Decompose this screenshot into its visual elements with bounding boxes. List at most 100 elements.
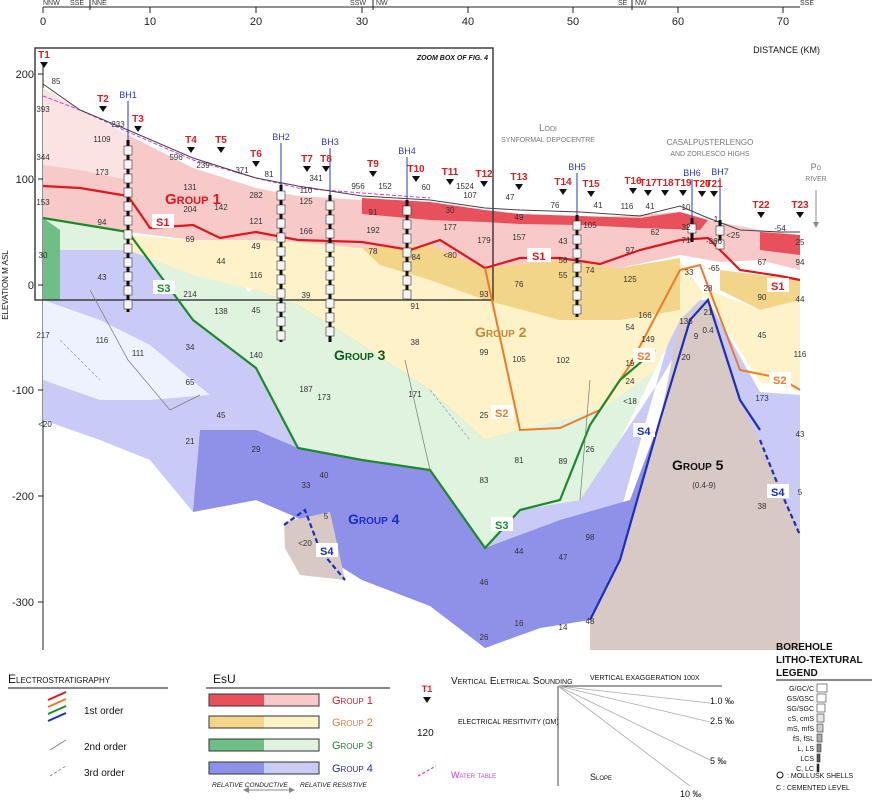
legend-relative-resistive: relative resistive bbox=[300, 782, 367, 789]
resistivity-value: 30 bbox=[39, 251, 48, 260]
resistivity-value: 131 bbox=[183, 183, 197, 192]
resistivity-value: 16 bbox=[515, 619, 524, 628]
legend-mollusk: : mollusk shells bbox=[787, 773, 853, 780]
resistivity-value: 45 bbox=[758, 331, 767, 340]
sounding-label: T17 bbox=[639, 178, 657, 189]
legend-slope-label: Slope bbox=[590, 772, 612, 782]
legend-ves-symbol: T1 bbox=[422, 684, 433, 694]
borehole-litho-block bbox=[276, 288, 286, 299]
resistivity-value: 38 bbox=[758, 502, 767, 511]
bh-legend-swatch bbox=[816, 763, 820, 773]
resistivity-value: 55 bbox=[559, 271, 568, 280]
resistivity-value: 110 bbox=[300, 186, 313, 195]
sounding-4: T4 bbox=[185, 135, 197, 153]
sounding-14: T14 bbox=[554, 177, 572, 195]
bh-legend-swatch bbox=[816, 743, 822, 753]
resistivity-value: 107 bbox=[463, 191, 477, 200]
legend-group3: Group 3 bbox=[332, 740, 373, 752]
resistivity-value: 20 bbox=[682, 353, 691, 362]
group3-label: Group 3 bbox=[334, 347, 386, 363]
borehole-litho-block bbox=[325, 242, 335, 253]
sounding-triangle bbox=[698, 191, 706, 197]
s1-label-mid: S1 bbox=[532, 251, 545, 263]
resistivity-value: 116 bbox=[96, 336, 109, 345]
resistivity-value: 173 bbox=[95, 168, 109, 177]
bh-legend-class: GS/GSC bbox=[787, 696, 814, 703]
resistivity-value: 5 bbox=[324, 512, 329, 521]
sounding-label: T15 bbox=[582, 179, 600, 190]
resistivity-value: 78 bbox=[369, 247, 378, 256]
resistivity-value: 173 bbox=[317, 393, 331, 402]
resistivity-value: 956 bbox=[351, 182, 365, 191]
resistivity-value: 30 bbox=[446, 206, 455, 215]
resistivity-value: 1 bbox=[714, 215, 719, 224]
borehole-litho-block bbox=[123, 271, 133, 282]
resistivity-value: <20 bbox=[38, 420, 52, 429]
legend-slope-4: 10 ‰ bbox=[680, 789, 702, 799]
dir-label-sse2: SSE bbox=[800, 0, 814, 7]
legend-slope-3: 5 ‰ bbox=[710, 756, 727, 766]
group2-conductive-zone bbox=[362, 245, 680, 320]
legend-slope-1: 1.0 ‰ bbox=[710, 696, 734, 706]
resistivity-value: 91 bbox=[369, 208, 378, 217]
casal-sub-label: and Zorlesco highs bbox=[670, 151, 750, 158]
bh-legend-swatch bbox=[816, 723, 824, 733]
resistivity-value: 214 bbox=[183, 290, 197, 299]
third-order-line-1 bbox=[59, 339, 101, 381]
resistivity-value: 62 bbox=[651, 228, 660, 237]
resistivity-value: 44 bbox=[217, 257, 226, 266]
sounding-triangle bbox=[629, 188, 637, 194]
legend-bh-title-2: litho-textural bbox=[776, 655, 863, 666]
legend-electro-title: Electrostratigraphy bbox=[8, 672, 111, 686]
resistivity-value: 125 bbox=[299, 197, 313, 206]
y-tick-minus100: -100 bbox=[12, 385, 34, 397]
second-order-line-2 bbox=[404, 359, 431, 471]
s4-label-right: S4 bbox=[771, 487, 785, 499]
resistivity-value: 46 bbox=[480, 578, 489, 587]
sounding-triangle bbox=[559, 189, 567, 195]
borehole-litho-block bbox=[715, 239, 725, 250]
sounding-15: T15 bbox=[582, 179, 600, 197]
legend-group1: Group 1 bbox=[332, 695, 373, 707]
group4-conductive-zone bbox=[193, 420, 660, 648]
borehole-2: BH2 bbox=[272, 132, 290, 342]
legend-ves: T1 Vertical Eletrical Sounding 120 elect… bbox=[417, 676, 573, 780]
legend-resistivity-example: 120 bbox=[417, 728, 434, 739]
sounding-triangle bbox=[587, 191, 595, 197]
resistivity-value: 166 bbox=[638, 311, 652, 320]
resistivity-values: 8539323311093441731539430432171161115962… bbox=[36, 77, 807, 642]
borehole-label: BH3 bbox=[321, 137, 339, 147]
dir-label-nw2: NW bbox=[635, 0, 647, 7]
resistivity-value: 41 bbox=[646, 202, 655, 211]
resistivity-value: 45 bbox=[217, 411, 226, 420]
borehole-label: BH6 bbox=[683, 168, 701, 178]
resistivity-value: 76 bbox=[515, 280, 524, 289]
sounding-triangle bbox=[134, 126, 142, 132]
bh-legend-class: fS, fSL bbox=[793, 736, 814, 743]
tick-40: 40 bbox=[462, 16, 474, 28]
resistivity-value: 71 bbox=[682, 236, 691, 245]
y-tick-minus300: -300 bbox=[12, 597, 34, 609]
borehole-litho-block bbox=[276, 274, 286, 285]
s1-label-left: S1 bbox=[156, 217, 169, 229]
sounding-triangle bbox=[322, 166, 330, 172]
resistivity-value: <20 bbox=[298, 539, 312, 548]
y-tick-200: 200 bbox=[16, 69, 34, 81]
sounding-label: T20 bbox=[693, 179, 711, 190]
resistivity-value: 94 bbox=[796, 258, 805, 267]
resistivity-value: 153 bbox=[36, 198, 50, 207]
borehole-label: BH2 bbox=[272, 132, 290, 142]
tick-50: 50 bbox=[567, 16, 579, 28]
zoom-box: zoom box of Fig. 4 bbox=[34, 47, 494, 301]
resistivity-value: -366 bbox=[706, 237, 723, 246]
legend-slope-2: 2.5 ‰ bbox=[710, 716, 734, 726]
resistivity-value: 233 bbox=[111, 120, 125, 129]
sounding-22: T22 bbox=[752, 200, 770, 218]
resistivity-value: <25 bbox=[726, 231, 740, 240]
resistivity-value: 14 bbox=[559, 623, 568, 632]
resistivity-value: 341 bbox=[309, 174, 323, 183]
bh-legend-class: LCS bbox=[800, 756, 814, 763]
resistivity-value: 65 bbox=[186, 378, 195, 387]
po-sub-label: river bbox=[805, 176, 826, 183]
resistivity-value: 596 bbox=[169, 153, 183, 162]
